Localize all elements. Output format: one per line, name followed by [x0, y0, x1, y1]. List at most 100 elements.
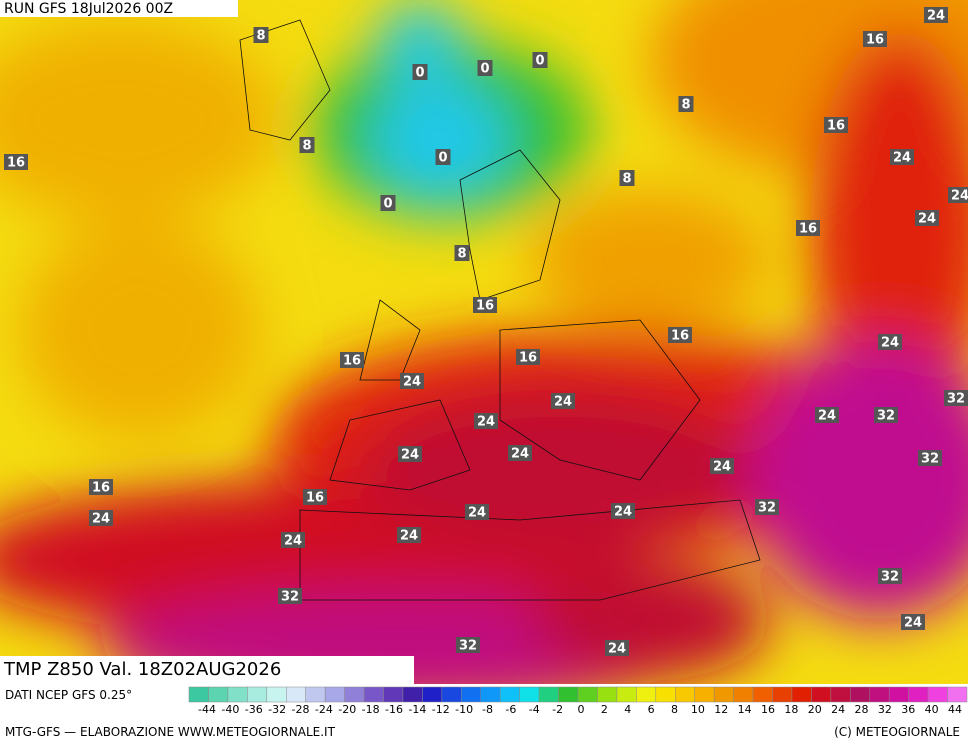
label-box — [253, 27, 269, 43]
label-box — [4, 154, 28, 170]
contour-label: 32 — [758, 501, 776, 516]
contour-label: 16 — [827, 119, 845, 134]
colorbar-swatch — [208, 686, 229, 703]
contour-label: 32 — [947, 392, 965, 407]
contour-label: 16 — [92, 481, 110, 496]
colorbar-label: -32 — [268, 703, 286, 716]
contour-label: 32 — [281, 590, 299, 605]
contour-label: 24 — [477, 415, 495, 430]
colorbar-label: -12 — [432, 703, 450, 716]
contour-label: 8 — [302, 139, 311, 154]
label-box — [611, 503, 635, 519]
colorbar-swatch — [947, 686, 968, 703]
contour-label: 24 — [713, 460, 731, 475]
colorbar-swatch — [286, 686, 306, 703]
colorbar-label: 14 — [738, 703, 752, 716]
contour-label: 24 — [614, 505, 632, 520]
colorbar-label: -18 — [362, 703, 380, 716]
label-box — [435, 149, 451, 165]
contour-label: 24 — [401, 448, 419, 463]
colorbar-swatch — [694, 686, 715, 703]
colorbar-swatch — [480, 686, 501, 703]
colorbar-label: 6 — [648, 703, 655, 716]
contour-label: 24 — [403, 375, 421, 390]
contour-label: 8 — [681, 98, 690, 113]
label-box — [551, 393, 575, 409]
label-box — [473, 297, 497, 313]
label-box — [668, 327, 692, 343]
label-box — [915, 210, 939, 226]
contour-label: 0 — [415, 66, 424, 81]
colorbar-label: 16 — [761, 703, 775, 716]
map-title: TMP Z850 Val. 18Z02AUG2026 — [0, 656, 414, 684]
label-box — [824, 117, 848, 133]
colorbar-label: -44 — [198, 703, 216, 716]
colorbar-swatch — [499, 686, 520, 703]
colorbar-swatch — [636, 686, 657, 703]
colorbar: -44 -40 -36 -32 -28 -24 -20 -18 -16 -14 -12 -10 -8 -6… — [188, 686, 968, 716]
label-box — [281, 532, 305, 548]
label-box — [901, 614, 925, 630]
colorbar-swatch — [227, 686, 248, 703]
colorbar-swatch — [422, 686, 443, 703]
colorbar-swatch — [597, 686, 618, 703]
contour-label: 16 — [476, 299, 494, 314]
label-box — [340, 352, 364, 368]
colorbar-swatch — [927, 686, 948, 703]
label-box — [918, 450, 942, 466]
label-box — [89, 479, 113, 495]
colorbar-label: 24 — [831, 703, 845, 716]
label-box — [398, 446, 422, 462]
label-box — [948, 187, 968, 203]
colorbar-swatch — [772, 686, 793, 703]
contour-label: 24 — [893, 151, 911, 166]
contour-label: 8 — [457, 247, 466, 262]
label-box — [380, 195, 396, 211]
contour-label: 24 — [608, 642, 626, 657]
contour-label: 16 — [671, 329, 689, 344]
label-box — [890, 149, 914, 165]
source: DATI NCEP GFS 0.25° — [5, 688, 133, 702]
colorbar-swatch — [305, 686, 326, 703]
colorbar-label: 2 — [601, 703, 608, 716]
contour-label: 8 — [622, 172, 631, 187]
label-box — [619, 170, 635, 186]
colorbar-label: 36 — [901, 703, 915, 716]
colorbar-swatch — [461, 686, 481, 703]
contour-label: 0 — [438, 151, 447, 166]
contour-label: 0 — [535, 54, 544, 69]
contour-label: 32 — [459, 639, 477, 654]
colorbar-swatch — [733, 686, 754, 703]
colorbar-label: 28 — [855, 703, 869, 716]
colorbar-label: -28 — [292, 703, 310, 716]
colorbar-swatch — [383, 686, 404, 703]
contour-label: 24 — [284, 534, 302, 549]
colorbar-label: 44 — [948, 703, 962, 716]
label-box — [303, 489, 327, 505]
contour-label: 24 — [951, 189, 968, 204]
copyright: (C) METEOGIORNALE — [834, 725, 960, 739]
label-box — [412, 64, 428, 80]
contour-label: 32 — [881, 570, 899, 585]
contour-label: 16 — [343, 354, 361, 369]
colorbar-label: 10 — [691, 703, 705, 716]
colorbar-label: -40 — [221, 703, 239, 716]
label-box — [474, 413, 498, 429]
colorbar-swatch — [791, 686, 812, 703]
contour-label: 16 — [306, 491, 324, 506]
label-box — [516, 349, 540, 365]
label-box — [454, 245, 470, 261]
label-box — [532, 52, 548, 68]
colorbar-label: 8 — [671, 703, 678, 716]
contour-label: 24 — [554, 395, 572, 410]
label-box — [874, 407, 898, 423]
colorbar-label: -10 — [455, 703, 473, 716]
label-box — [863, 31, 887, 47]
colorbar-label: -16 — [385, 703, 403, 716]
label-box — [815, 407, 839, 423]
run-label: RUN GFS 18Jul2026 00Z — [4, 1, 173, 17]
colorbar-label: -20 — [338, 703, 356, 716]
contour-label: 24 — [881, 336, 899, 351]
credit: MTG-GFS — ELABORAZIONE WWW.METEOGIORNALE… — [5, 725, 335, 739]
colorbar-swatch — [713, 686, 734, 703]
